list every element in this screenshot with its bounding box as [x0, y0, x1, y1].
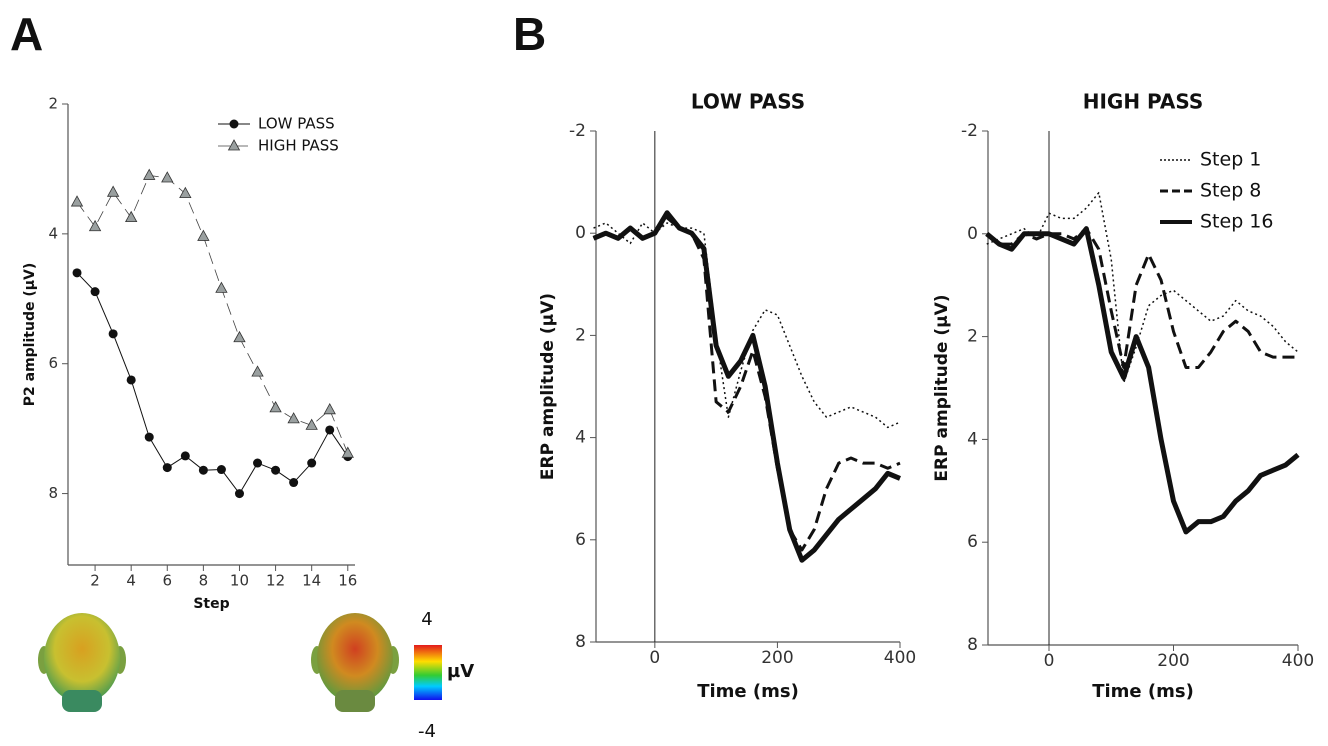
series-line [592, 210, 901, 563]
marker [90, 287, 100, 297]
marker [88, 219, 102, 232]
y-tick-label: 2 [575, 325, 586, 345]
x-tick-label: 400 [1282, 651, 1314, 671]
marker [143, 168, 156, 180]
x-axis-title: Time (ms) [697, 681, 799, 702]
marker [179, 186, 192, 199]
x-axis-title: Step [193, 596, 229, 612]
marker [341, 446, 354, 458]
y-tick-label: 6 [48, 354, 58, 372]
marker [289, 478, 299, 488]
marker [144, 432, 154, 442]
head-map [38, 613, 126, 712]
marker [180, 451, 190, 461]
x-axis-title: Time (ms) [1092, 681, 1194, 702]
colorbar [414, 645, 442, 700]
chart-title: HIGH PASS [1083, 90, 1204, 114]
chart-title: LOW PASS [691, 90, 805, 114]
marker [253, 458, 263, 468]
y-tick-label: 4 [575, 428, 586, 448]
y-tick-label: -2 [569, 121, 586, 141]
marker [325, 425, 335, 435]
y-tick-label: 2 [48, 95, 58, 113]
y-axis-title: ERP amplitude (µV) [932, 294, 952, 481]
colorbar-unit: µV [447, 661, 474, 682]
marker [251, 365, 264, 377]
marker [305, 418, 318, 430]
x-tick-label: 6 [163, 572, 173, 590]
marker [198, 465, 208, 475]
marker [108, 329, 118, 339]
marker [229, 119, 239, 129]
marker [215, 281, 228, 293]
colorbar-min: -4 [418, 721, 436, 742]
legend-label: HIGH PASS [258, 137, 339, 155]
series-line [985, 226, 1300, 535]
x-tick-label: 16 [338, 572, 357, 590]
x-tick-label: 0 [1044, 651, 1055, 671]
y-tick-label: 2 [967, 327, 978, 347]
marker [197, 229, 210, 241]
colorbar-max: 4 [421, 609, 432, 630]
marker [234, 489, 244, 499]
y-tick-label: 0 [967, 224, 978, 244]
legend-label: Step 1 [1200, 149, 1261, 171]
x-tick-label: 2 [90, 572, 100, 590]
x-tick-label: 14 [302, 572, 321, 590]
series-line [76, 272, 349, 495]
marker [161, 171, 174, 183]
marker [124, 210, 138, 223]
y-tick-label: 6 [575, 530, 586, 550]
x-tick-label: 400 [884, 648, 916, 668]
legend-label: Step 8 [1200, 180, 1261, 202]
marker [70, 195, 84, 207]
marker [162, 463, 172, 473]
series-line [593, 222, 901, 429]
x-tick-label: 12 [266, 572, 285, 590]
y-tick-label: 8 [48, 484, 58, 502]
marker [126, 375, 136, 385]
marker [106, 185, 120, 197]
y-tick-label: 8 [575, 632, 586, 652]
marker [216, 465, 226, 475]
x-tick-label: 0 [649, 648, 660, 668]
marker [269, 401, 282, 413]
marker [72, 268, 82, 278]
y-tick-label: 0 [575, 223, 586, 243]
legend-label: LOW PASS [258, 115, 335, 133]
y-tick-label: 6 [967, 532, 978, 552]
legend-label: Step 16 [1200, 211, 1273, 233]
marker [233, 330, 246, 343]
y-axis-title: P2 amplitude (µV) [22, 263, 38, 407]
marker [323, 402, 336, 415]
x-tick-label: 200 [761, 648, 793, 668]
y-tick-label: -2 [961, 121, 978, 141]
x-tick-label: 10 [230, 572, 249, 590]
x-tick-label: 200 [1157, 651, 1189, 671]
head-map [311, 613, 399, 712]
x-tick-label: 4 [126, 572, 136, 590]
panel-label: B [513, 8, 546, 60]
x-tick-label: 8 [199, 572, 209, 590]
y-tick-label: 8 [967, 635, 978, 655]
panel-label: A [10, 8, 43, 60]
y-tick-label: 4 [967, 429, 978, 449]
series-line [76, 175, 349, 454]
series-line [592, 216, 901, 552]
marker [307, 458, 317, 468]
y-tick-label: 4 [48, 224, 58, 242]
marker [287, 412, 300, 424]
series-line [985, 227, 1298, 369]
y-axis-title: ERP amplitude (µV) [538, 293, 558, 480]
marker [271, 465, 281, 475]
marker [227, 139, 241, 151]
